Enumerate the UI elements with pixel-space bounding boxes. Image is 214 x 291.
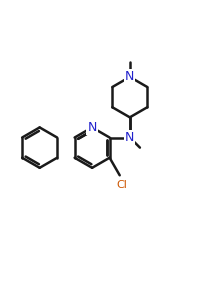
Text: N: N [125,131,134,144]
Text: Cl: Cl [116,180,127,189]
Text: N: N [125,70,134,84]
Text: N: N [88,121,97,134]
